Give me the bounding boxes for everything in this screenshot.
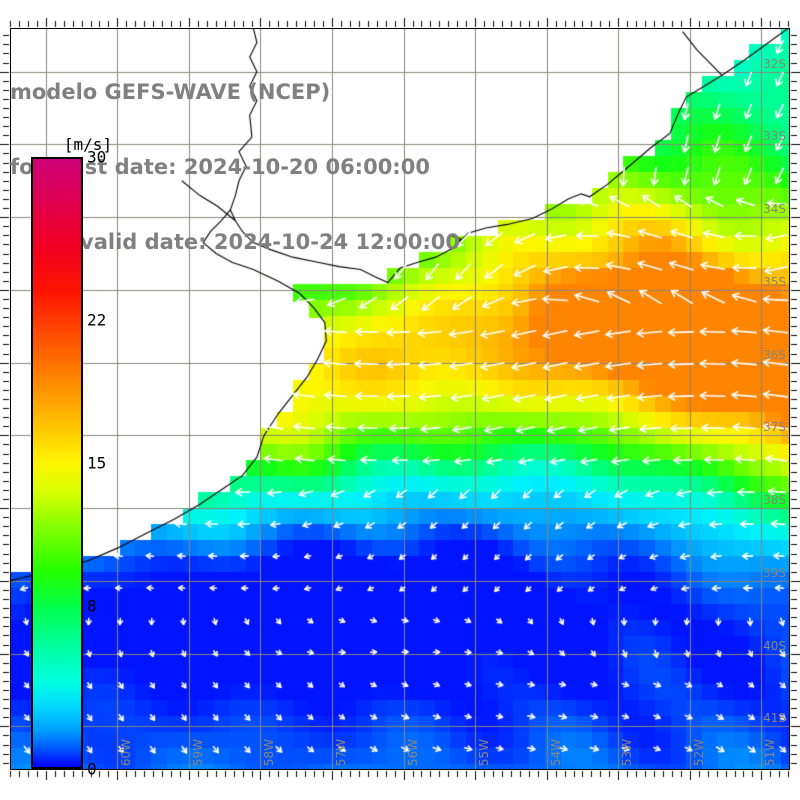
colorbar-tick-22: 22 bbox=[87, 310, 107, 330]
colorbar-gradient[interactable] bbox=[31, 157, 83, 769]
lon-label-53W: 53W bbox=[620, 738, 635, 766]
lon-label-56W: 56W bbox=[405, 738, 420, 766]
colorbar-tick-15: 15 bbox=[87, 453, 107, 473]
colorbar[interactable]: [m/s] 30 22 15 8 0 bbox=[31, 135, 112, 779]
lat-label-32S: 32S bbox=[763, 56, 786, 71]
lat-label-35S: 35S bbox=[763, 274, 786, 289]
lon-label-58W: 58W bbox=[262, 738, 277, 766]
colorbar-tick-8: 8 bbox=[87, 596, 97, 616]
colorbar-tick-0: 0 bbox=[87, 759, 97, 779]
lon-label-60W: 60W bbox=[119, 738, 134, 766]
lat-label-40S: 40S bbox=[763, 638, 786, 653]
lat-label-41S: 41S bbox=[763, 711, 786, 726]
lon-label-52W: 52W bbox=[691, 738, 706, 766]
lon-label-59W: 59W bbox=[190, 738, 205, 766]
lat-label-33S: 33S bbox=[763, 129, 786, 144]
lat-label-39S: 39S bbox=[763, 565, 786, 580]
lat-label-34S: 34S bbox=[763, 202, 786, 217]
lon-label-57W: 57W bbox=[334, 738, 349, 766]
colorbar-unit-label: [m/s] bbox=[63, 135, 113, 154]
lat-label-38S: 38S bbox=[763, 493, 786, 508]
lon-label-54W: 54W bbox=[548, 738, 563, 766]
lon-label-51W: 51W bbox=[763, 738, 778, 766]
lat-label-36S: 36S bbox=[763, 347, 786, 362]
lon-label-55W: 55W bbox=[477, 738, 492, 766]
colorbar-tick-30: 30 bbox=[87, 147, 107, 167]
page-title: modelo GEFS-WAVE (NCEP) forecast date: 2… bbox=[10, 30, 530, 305]
lat-label-37S: 37S bbox=[763, 420, 786, 435]
title-model-line: modelo GEFS-WAVE (NCEP) bbox=[10, 80, 331, 104]
title-valid-date-line: valid date: 2024-10-24 12:00:00 bbox=[80, 230, 460, 254]
